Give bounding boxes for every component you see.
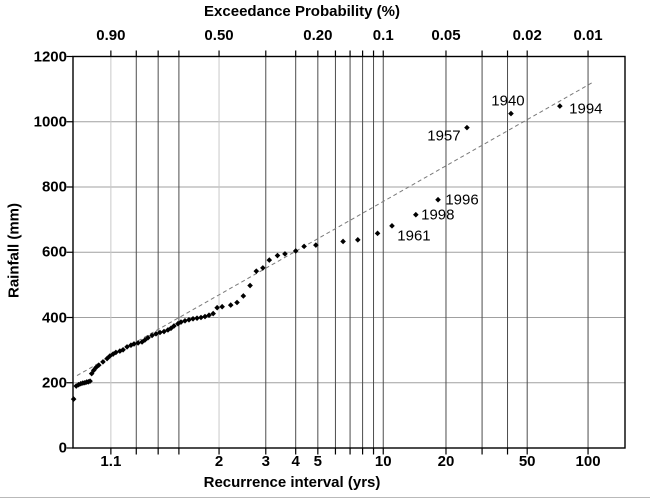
data-point [104, 355, 110, 362]
top-tick-label: 0.05 [431, 27, 461, 44]
data-point [124, 344, 130, 350]
data-point [175, 320, 181, 327]
data-point [73, 383, 80, 389]
data-point [206, 312, 212, 319]
data-point [354, 237, 361, 243]
data-point [234, 299, 240, 306]
data-point [214, 304, 220, 311]
data-point [266, 257, 273, 263]
data-point [240, 293, 247, 299]
top-tick-label: 0.01 [573, 27, 603, 44]
data-point [340, 238, 346, 245]
data-point [210, 310, 216, 317]
data-point [93, 364, 99, 371]
data-point [292, 248, 299, 254]
y-tick-label: 0 [58, 439, 67, 457]
data-point [186, 316, 192, 323]
top-tick-label: 0.90 [96, 27, 126, 44]
y-tick-label: 1000 [33, 113, 67, 131]
image-bottom-edge [0, 497, 650, 498]
y-tick-label: 400 [41, 309, 67, 326]
bottom-tick-label: 5 [313, 453, 322, 470]
year-label-1994: 1994 [569, 100, 603, 118]
data-point [253, 268, 260, 274]
data-point [282, 251, 288, 257]
data-point [374, 230, 381, 237]
data-point [178, 319, 184, 325]
year-label-1940: 1940 [491, 92, 525, 110]
data-point [157, 329, 163, 336]
data-point [260, 265, 266, 271]
data-point-1996 [435, 196, 441, 203]
data-point [139, 339, 145, 345]
data-point [87, 378, 93, 384]
data-point [135, 340, 141, 346]
year-label-1996: 1996 [445, 191, 479, 209]
data-point [161, 328, 167, 335]
data-point [313, 242, 319, 248]
bottom-tick-label: 4 [291, 453, 300, 470]
data-point [117, 348, 123, 354]
top-tick-label: 0.50 [204, 27, 234, 44]
bottom-axis-title: Recurrence interval (yrs) [203, 474, 381, 491]
top-tick-label: 0.20 [303, 27, 333, 44]
data-point [198, 314, 204, 321]
bottom-tick-label: 10 [374, 453, 392, 470]
data-point [90, 367, 97, 374]
bottom-tick-label: 2 [214, 453, 224, 470]
data-point-1957 [464, 124, 470, 131]
year-label-1961: 1961 [397, 227, 431, 245]
data-point [182, 317, 188, 324]
data-point [194, 315, 200, 321]
data-point [247, 282, 253, 289]
year-label-1957: 1957 [427, 127, 461, 145]
data-point [100, 359, 106, 365]
data-point [70, 396, 77, 402]
data-point [149, 332, 155, 339]
top-tick-label: 0.02 [512, 27, 542, 44]
data-point [190, 316, 196, 322]
bottom-tick-label: 1.1 [100, 453, 122, 470]
data-point-1940 [508, 110, 514, 117]
data-point [301, 243, 307, 250]
data-point [131, 341, 137, 347]
trend-line [76, 82, 593, 377]
data-point [274, 252, 281, 259]
data-point [219, 303, 225, 310]
top-tick-label: 0.1 [372, 27, 394, 44]
year-label-1998: 1998 [421, 206, 455, 224]
data-point [227, 302, 234, 308]
y-tick-label: 800 [41, 178, 67, 196]
bottom-tick-label: 20 [437, 453, 455, 470]
y-tick-label: 600 [41, 243, 67, 261]
data-point [120, 346, 126, 353]
data-point [171, 323, 177, 329]
data-point [145, 334, 151, 341]
data-point [110, 351, 116, 357]
data-point-1994 [557, 103, 563, 109]
bottom-tick-label: 100 [575, 453, 601, 470]
data-point [128, 342, 134, 349]
bottom-tick-label: 3 [261, 453, 270, 470]
y-tick-label: 1200 [33, 48, 67, 65]
data-point [142, 337, 148, 343]
data-point-1998 [413, 211, 419, 218]
bottom-tick-label: 50 [518, 453, 536, 470]
y-tick-label: 200 [41, 374, 67, 392]
data-point-1961 [389, 223, 395, 229]
data-point [96, 362, 102, 368]
top-axis-title: Exceedance Probability (%) [204, 3, 400, 20]
